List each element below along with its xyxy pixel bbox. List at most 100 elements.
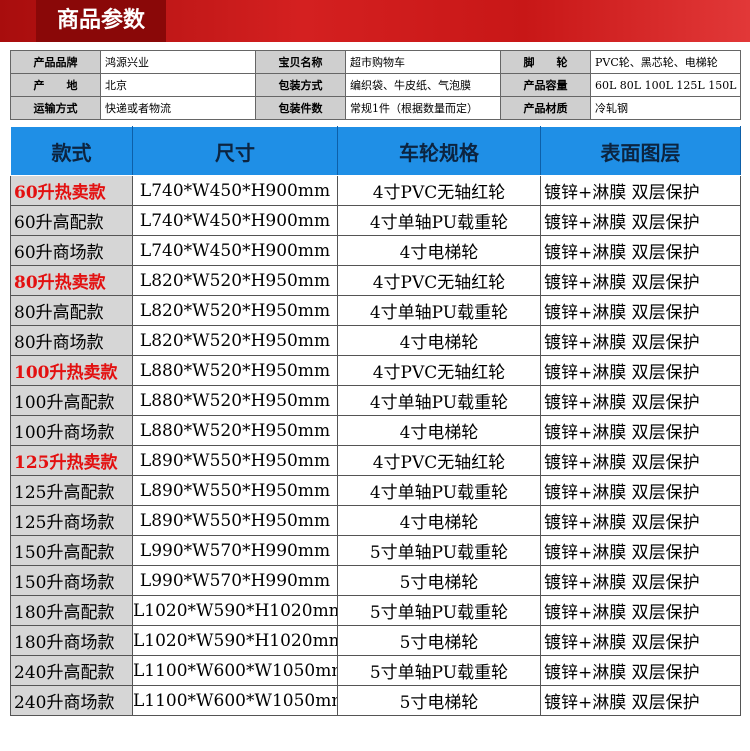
table-cell: 4寸PVC无轴红轮 [337, 355, 541, 386]
table-cell: 5寸电梯轮 [337, 625, 541, 656]
header-title: 商品参数 [56, 8, 145, 33]
info-table: 产品品牌 鸿源兴业 宝贝名称 超市购物车脚 轮 PVC轮、黑芯轮、电梯轮产 地北京 包装方… [10, 50, 741, 120]
info-row: 运输方式 快递或者物流 包装件数 常规1件（根据数量而定） 产品材质 冷轧钢 [10, 96, 741, 120]
table-row: 100升高配款 L880*W520*H950mm 4寸单轴PU载重轮 镀锌+淋膜 双层… [10, 385, 741, 416]
table-cell: 180升商场款 [10, 625, 133, 656]
table-cell: 镀锌+淋膜 双层保护 [540, 325, 741, 356]
info-value: 快递或者物流 [100, 96, 256, 120]
table-cell: 5寸电梯轮 [337, 565, 541, 596]
info-value: 超市购物车 [345, 50, 501, 74]
table-row: 80升高配款 L820*W520*H950mm 4寸单轴PU载重轮 镀锌+淋膜 双层保… [10, 295, 741, 326]
info-label: 包装方式 [255, 73, 346, 97]
table-row: 125升热卖款 L890*W550*H950mm 4寸PVC无轴红轮 镀锌+淋膜 双层… [10, 445, 741, 476]
table-row: 80升商场款 L820*W520*H950mm 4寸电梯轮 镀锌+淋膜 双层保护 [10, 325, 741, 356]
table-row: 80升热卖款 L820*W520*H950mm 4寸PVC无轴红轮 镀锌+淋膜 双层保… [10, 265, 741, 296]
spec-table: 款式 尺寸 车轮规格 表面图层 60升热卖款 L740*W450*H900mm 4寸PVC… [10, 126, 741, 716]
table-cell: 100升商场款 [10, 415, 133, 446]
table-cell: 60升高配款 [10, 205, 133, 236]
table-cell: 4寸PVC无轴红轮 [337, 175, 541, 206]
table-cell: 80升热卖款 [10, 265, 133, 296]
column-header: 尺寸 [132, 126, 338, 176]
table-row: 240升高配款 L1100*W600*W1050mm 5寸单轴PU载重轮 镀锌+淋膜 … [10, 655, 741, 686]
table-cell: 镀锌+淋膜 双层保护 [540, 445, 741, 476]
table-cell: L890*W550*H950mm [132, 475, 338, 506]
table-cell: 镀锌+淋膜 双层保护 [540, 595, 741, 626]
info-value: PVC轮、黑芯轮、电梯轮 [590, 50, 741, 74]
table-cell: L820*W520*H950mm [132, 325, 338, 356]
table-cell: 镀锌+淋膜 双层保护 [540, 205, 741, 236]
table-cell: 4寸电梯轮 [337, 325, 541, 356]
table-cell: 5寸单轴PU载重轮 [337, 655, 541, 686]
info-label: 产品容量 [500, 73, 591, 97]
table-header-row: 款式 尺寸 车轮规格 表面图层 [10, 126, 741, 176]
table-cell: 镀锌+淋膜 双层保护 [540, 235, 741, 266]
table-cell: 4寸PVC无轴红轮 [337, 445, 541, 476]
table-row: 60升热卖款 L740*W450*H900mm 4寸PVC无轴红轮 镀锌+淋膜 双层保… [10, 175, 741, 206]
table-cell: 镀锌+淋膜 双层保护 [540, 175, 741, 206]
table-cell: 240升高配款 [10, 655, 133, 686]
info-label: 脚 轮 [500, 50, 591, 74]
table-cell: 5寸电梯轮 [337, 685, 541, 716]
table-cell: 镀锌+淋膜 双层保护 [540, 565, 741, 596]
table-cell: L820*W520*H950mm [132, 265, 338, 296]
table-cell: L740*W450*H900mm [132, 205, 338, 236]
table-cell: 4寸单轴PU载重轮 [337, 295, 541, 326]
table-row: 125升高配款 L890*W550*H950mm 4寸单轴PU载重轮 镀锌+淋膜 双层… [10, 475, 741, 506]
header-bar: 商品参数 [0, 0, 750, 42]
info-value: 冷轧钢 [590, 96, 741, 120]
info-label: 产品材质 [500, 96, 591, 120]
table-cell: 60升商场款 [10, 235, 133, 266]
info-label: 产品品牌 [10, 50, 101, 74]
table-cell: 镀锌+淋膜 双层保护 [540, 655, 741, 686]
table-cell: 150升高配款 [10, 535, 133, 566]
table-cell: 镀锌+淋膜 双层保护 [540, 625, 741, 656]
table-cell: L990*W570*H990mm [132, 565, 338, 596]
info-row: 产品品牌 鸿源兴业 宝贝名称 超市购物车脚 轮 PVC轮、黑芯轮、电梯轮 [10, 50, 741, 74]
table-cell: 镀锌+淋膜 双层保护 [540, 355, 741, 386]
header-block: 商品参数 [36, 0, 166, 42]
info-value: 鸿源兴业 [100, 50, 256, 74]
table-cell: 4寸电梯轮 [337, 505, 541, 536]
table-cell: L1100*W600*W1050mm [132, 655, 338, 686]
table-row: 180升商场款 L1020*W590*H1020mm 5寸电梯轮 镀锌+淋膜 双层保护 [10, 625, 741, 656]
table-cell: 镀锌+淋膜 双层保护 [540, 385, 741, 416]
table-cell: L1020*W590*H1020mm [132, 595, 338, 626]
info-value: 北京 [100, 73, 256, 97]
table-cell: L880*W520*H950mm [132, 415, 338, 446]
table-cell: 镀锌+淋膜 双层保护 [540, 505, 741, 536]
table-row: 150升商场款 L990*W570*H990mm 5寸电梯轮 镀锌+淋膜 双层保护 [10, 565, 741, 596]
table-row: 60升商场款 L740*W450*H900mm 4寸电梯轮 镀锌+淋膜 双层保护 [10, 235, 741, 266]
table-cell: 4寸电梯轮 [337, 415, 541, 446]
table-row: 100升商场款 L880*W520*H950mm 4寸电梯轮 镀锌+淋膜 双层保护 [10, 415, 741, 446]
table-cell: L880*W520*H950mm [132, 355, 338, 386]
table-cell: 100升热卖款 [10, 355, 133, 386]
table-cell: 镀锌+淋膜 双层保护 [540, 535, 741, 566]
info-label: 宝贝名称 [255, 50, 346, 74]
table-cell: 5寸单轴PU载重轮 [337, 595, 541, 626]
info-label: 产 地 [10, 73, 101, 97]
table-row: 100升热卖款 L880*W520*H950mm 4寸PVC无轴红轮 镀锌+淋膜 双层… [10, 355, 741, 386]
info-value: 编织袋、牛皮纸、气泡膜 [345, 73, 501, 97]
info-row: 产 地北京 包装方式 编织袋、牛皮纸、气泡膜 产品容量 60L 80L 100L 125… [10, 73, 741, 97]
table-cell: 180升高配款 [10, 595, 133, 626]
table-row: 125升商场款 L890*W550*H950mm 4寸电梯轮 镀锌+淋膜 双层保护 [10, 505, 741, 536]
table-cell: 125升热卖款 [10, 445, 133, 476]
table-cell: L890*W550*H950mm [132, 445, 338, 476]
column-header: 车轮规格 [337, 126, 541, 176]
table-cell: 5寸单轴PU载重轮 [337, 535, 541, 566]
table-cell: 80升商场款 [10, 325, 133, 356]
info-value: 常规1件（根据数量而定） [345, 96, 501, 120]
table-row: 240升商场款 L1100*W600*W1050mm 5寸电梯轮 镀锌+淋膜 双层保护 [10, 685, 741, 716]
table-cell: L820*W520*H950mm [132, 295, 338, 326]
table-cell: L990*W570*H990mm [132, 535, 338, 566]
table-cell: 60升热卖款 [10, 175, 133, 206]
table-cell: 240升商场款 [10, 685, 133, 716]
table-cell: 4寸PVC无轴红轮 [337, 265, 541, 296]
column-header: 表面图层 [540, 126, 741, 176]
table-cell: 4寸电梯轮 [337, 235, 541, 266]
table-row: 180升高配款 L1020*W590*H1020mm 5寸单轴PU载重轮 镀锌+淋膜 … [10, 595, 741, 626]
table-cell: 4寸单轴PU载重轮 [337, 475, 541, 506]
table-cell: 150升商场款 [10, 565, 133, 596]
table-cell: 4寸单轴PU载重轮 [337, 205, 541, 236]
table-cell: L890*W550*H950mm [132, 505, 338, 536]
